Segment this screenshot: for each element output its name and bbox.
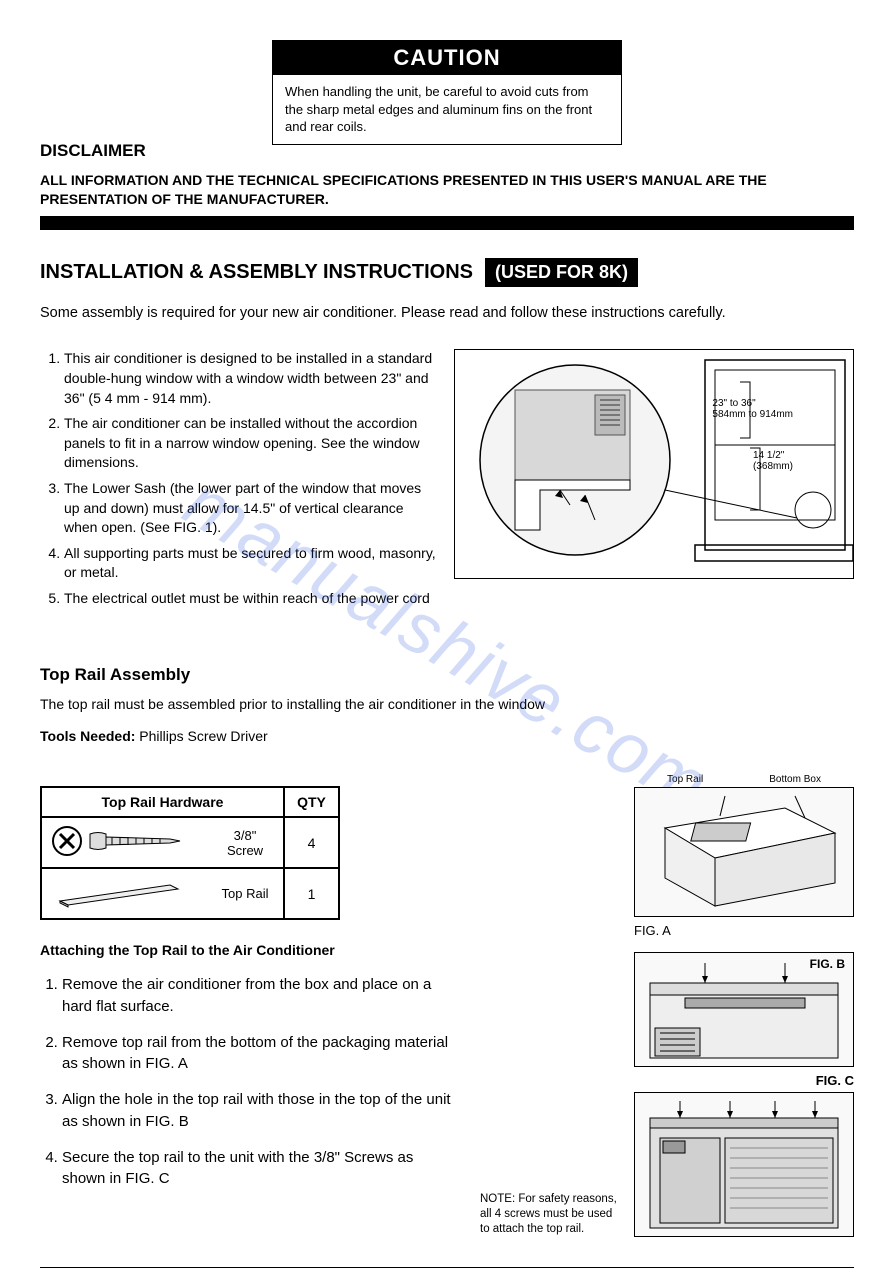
figure-1-svg <box>455 350 853 578</box>
figure-b: FIG. B <box>634 952 854 1067</box>
main-item-5: The electrical outlet must be within rea… <box>64 589 436 609</box>
figa-top1: Top Rail <box>667 774 703 785</box>
attach-list: Remove the air conditioner from the box … <box>40 974 460 1190</box>
figure-1: 23" to 36" 584mm to 914mm 14 1/2" (368mm… <box>454 349 854 579</box>
divider-bar <box>40 216 854 230</box>
main-item-1: This air conditioner is designed to be i… <box>64 349 436 408</box>
fig1-dim2b: (368mm) <box>753 461 793 472</box>
disclaimer-title: DISCLAIMER <box>40 141 854 161</box>
table-row: 3/8" Screw 4 <box>41 817 339 868</box>
tools-needed: Tools Needed: Phillips Screw Driver <box>40 728 854 744</box>
disclaimer-text: ALL INFORMATION AND THE TECHNICAL SPECIF… <box>40 171 854 209</box>
fig1-dim1b: 584mm to 914mm <box>712 409 793 420</box>
main-item-2: The air conditioner can be installed wit… <box>64 414 436 473</box>
hw-header-2: QTY <box>284 787 339 817</box>
hw-r2-label: Top Rail <box>215 886 275 901</box>
main-list: This air conditioner is designed to be i… <box>40 349 436 608</box>
attach-step-3: Align the hole in the top rail with thos… <box>62 1089 460 1133</box>
main-item-4: All supporting parts must be secured to … <box>64 544 436 583</box>
table-row: Top Rail 1 <box>41 868 339 919</box>
top-rail-title: Top Rail Assembly <box>40 665 854 685</box>
hw-header-1: Top Rail Hardware <box>41 787 284 817</box>
fig1-dim1a: 23" to 36" <box>712 398 755 409</box>
section-badge: (USED FOR 8K) <box>485 258 638 287</box>
tools-value: Phillips Screw Driver <box>135 728 267 744</box>
caution-body: When handling the unit, be careful to av… <box>273 75 621 144</box>
hardware-table: Top Rail Hardware QTY <box>40 786 340 920</box>
figc-label: FIG. C <box>634 1073 854 1088</box>
top-rail-text: The top rail must be assembled prior to … <box>40 695 854 715</box>
figb-label-inner: FIG. B <box>810 957 845 971</box>
attach-title: Attaching the Top Rail to the Air Condit… <box>40 942 460 958</box>
attach-step-2: Remove top rail from the bottom of the p… <box>62 1032 460 1076</box>
figures-column: Top Rail Bottom Box FIG. A FIG. B <box>634 774 854 1237</box>
screw-icon <box>50 824 190 861</box>
attach-step-1: Remove the air conditioner from the box … <box>62 974 460 1018</box>
figure-a <box>634 787 854 917</box>
figure-c <box>634 1092 854 1237</box>
caution-title: CAUTION <box>273 41 621 75</box>
caution-box: CAUTION When handling the unit, be caref… <box>272 40 622 145</box>
section-title: INSTALLATION & ASSEMBLY INSTRUCTIONS <box>40 261 473 284</box>
figa-top2: Bottom Box <box>769 774 821 785</box>
hw-r1-qty: 4 <box>284 817 339 868</box>
main-item-3: The Lower Sash (the lower part of the wi… <box>64 479 436 538</box>
section-intro: Some assembly is required for your new a… <box>40 305 854 321</box>
tools-label: Tools Needed: <box>40 728 135 744</box>
figa-label: FIG. A <box>634 923 854 938</box>
section-header-row: INSTALLATION & ASSEMBLY INSTRUCTIONS (US… <box>40 258 854 287</box>
hw-r1-label: 3/8" Screw <box>215 828 275 858</box>
footer-rule <box>40 1267 854 1268</box>
attach-step-4: Secure the top rail to the unit with the… <box>62 1147 460 1191</box>
hw-r2-qty: 1 <box>284 868 339 919</box>
safety-note: NOTE: For safety reasons, all 4 screws m… <box>480 1192 620 1237</box>
rail-icon <box>50 875 190 912</box>
fig1-dim2a: 14 1/2" <box>753 450 784 461</box>
